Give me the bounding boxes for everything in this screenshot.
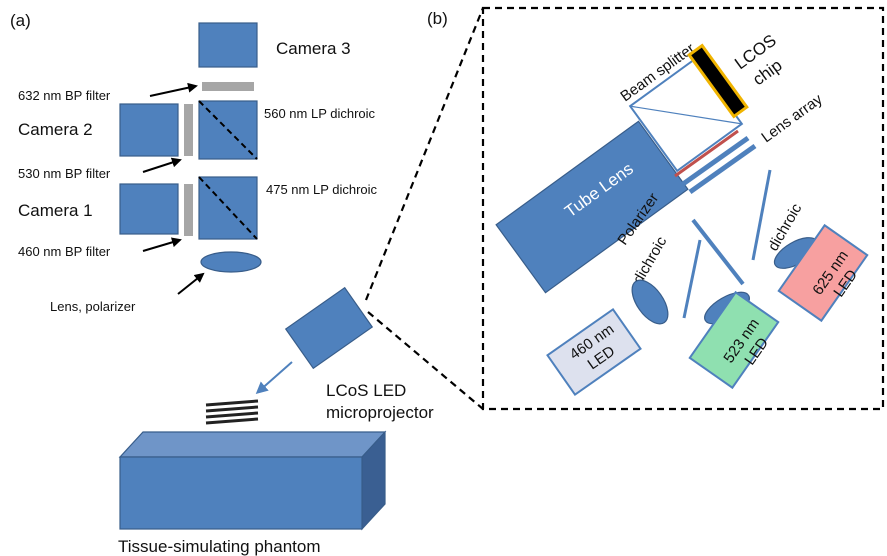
led-460-lens — [631, 279, 669, 325]
camera-1-block — [119, 183, 179, 235]
filter-460-arrow — [142, 237, 182, 252]
microprojector-label-line2: microprojector — [326, 403, 434, 422]
panel-label-b: (b) — [427, 9, 448, 28]
filter-530-arrow — [142, 157, 182, 173]
camera-2-label: Camera 2 — [18, 120, 93, 139]
tissue-phantom-block — [118, 430, 387, 531]
lens-polarizer — [200, 251, 262, 273]
zoom-line-top — [364, 7, 485, 301]
led-460-block — [546, 308, 642, 396]
filter-530-label: 530 nm BP filter — [18, 166, 111, 181]
lens-array — [681, 135, 757, 195]
tube-lens-block — [495, 120, 689, 294]
projection-beam-arrow — [255, 361, 293, 394]
camera-3-block — [198, 22, 258, 68]
filter-632-label: 632 nm BP filter — [18, 88, 111, 103]
dichroic-475-diagonal — [198, 176, 258, 240]
dichroic-mirror-right — [751, 169, 772, 261]
dichroic-mirror-left — [691, 218, 745, 286]
microprojector-block — [284, 286, 374, 370]
beam-path-line — [682, 239, 702, 319]
lens-polarizer-label: Lens, polarizer — [50, 299, 136, 314]
phantom-label: Tissue-simulating phantom — [118, 537, 321, 556]
lens-array-label: Lens array — [758, 91, 826, 147]
led-523-block — [688, 290, 780, 390]
led-625-block — [777, 223, 869, 323]
filter-530-nm — [184, 104, 193, 156]
zoom-line-bottom — [367, 311, 484, 410]
microprojector-label-line1: LCoS LED — [326, 381, 406, 400]
dichroic-475-label: 475 nm LP dichroic — [266, 182, 378, 197]
stripe-pattern — [205, 399, 259, 425]
filter-460-nm — [184, 184, 193, 236]
camera-2-block — [119, 103, 179, 157]
filter-460-label: 460 nm BP filter — [18, 244, 111, 259]
lens-polarizer-arrow — [177, 272, 205, 295]
lcos-chip — [687, 43, 749, 119]
polarizer-element — [674, 129, 739, 178]
dichroic-left-label: dichroic — [630, 233, 671, 287]
panel-label-a: (a) — [10, 11, 31, 30]
filter-632-nm — [202, 82, 254, 91]
dichroic-560-label: 560 nm LP dichroic — [264, 106, 376, 121]
camera-1-label: Camera 1 — [18, 201, 93, 220]
camera-3-label: Camera 3 — [276, 39, 351, 58]
filter-632-arrow — [149, 82, 198, 97]
zoom-inset-frame — [481, 6, 885, 411]
dichroic-560-diagonal — [198, 100, 258, 160]
